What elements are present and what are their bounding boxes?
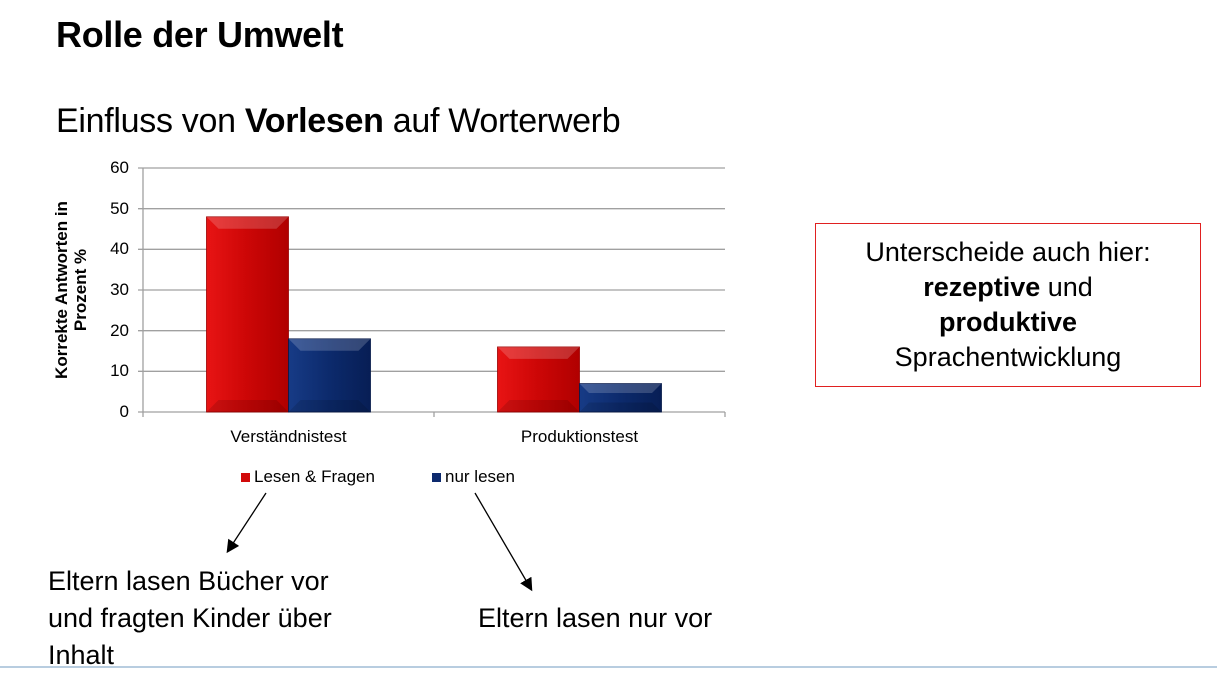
note-box: Unterscheide auch hier: rezeptive und pr… [815,223,1201,387]
caption-left-line-2: und fragten Kinder über [48,603,332,633]
caption-left: Eltern lasen Bücher vor und fragten Kind… [48,563,332,674]
arrow-right-icon [474,492,533,592]
note-line-1: Unterscheide auch hier: [865,237,1151,267]
legend-label: nur lesen [445,467,515,486]
x-category-label: Produktionstest [520,427,639,446]
y-tick-label: 40 [110,239,129,259]
legend-swatch-red-icon [241,472,250,482]
subtitle-suffix: auf Worterwerb [383,102,621,140]
bar-1-0 [497,346,580,413]
y-tick-label: 20 [110,320,129,340]
note-line-3: produktive [939,305,1077,340]
note-bold-produktive: produktive [938,307,1078,337]
bar-0-1 [288,338,371,413]
slide-title: Rolle der Umwelt [56,14,344,55]
bar-chart: Korrekte Antworten in Prozent % 0 10 20 30 4… [0,0,760,500]
caption-left-line-1: Eltern lasen Bücher vor [48,566,329,596]
chart-plot-area [138,167,726,417]
y-tick-label: 0 [119,402,129,421]
subtitle-prefix: Einfluss von [56,102,245,140]
caption-left-line-3: Inhalt [48,640,115,670]
y-tick-label: 50 [110,198,129,218]
bar-0-0 [206,216,289,413]
legend-label: Lesen & Fragen [254,467,375,486]
note-line-2: rezeptive und [923,270,1093,305]
arrow-left-icon [226,492,267,554]
subtitle-bold: Vorlesen [244,102,384,140]
slide-bottom-divider [0,666,1217,668]
slide-subtitle: Einfluss von Vorlesen auf Worterwerb [56,102,621,141]
y-tick-label: 30 [110,280,129,299]
caption-right: Eltern lasen nur vor [478,603,713,633]
x-category-label: Verständnistest [230,427,347,446]
note-bold-rezeptive: rezeptive [923,272,1041,302]
note-line-4: Sprachentwicklung [894,342,1122,372]
legend-swatch-blue-icon [432,472,441,482]
note-line-2-rest: und [1040,272,1093,302]
bar-1-1 [579,383,662,413]
y-tick-label: 60 [110,158,129,177]
legend-item-lesen-fragen: Lesen & Fragen [241,467,375,487]
legend-item-nur-lesen: nur lesen [432,467,515,487]
y-tick-label: 10 [110,361,129,381]
